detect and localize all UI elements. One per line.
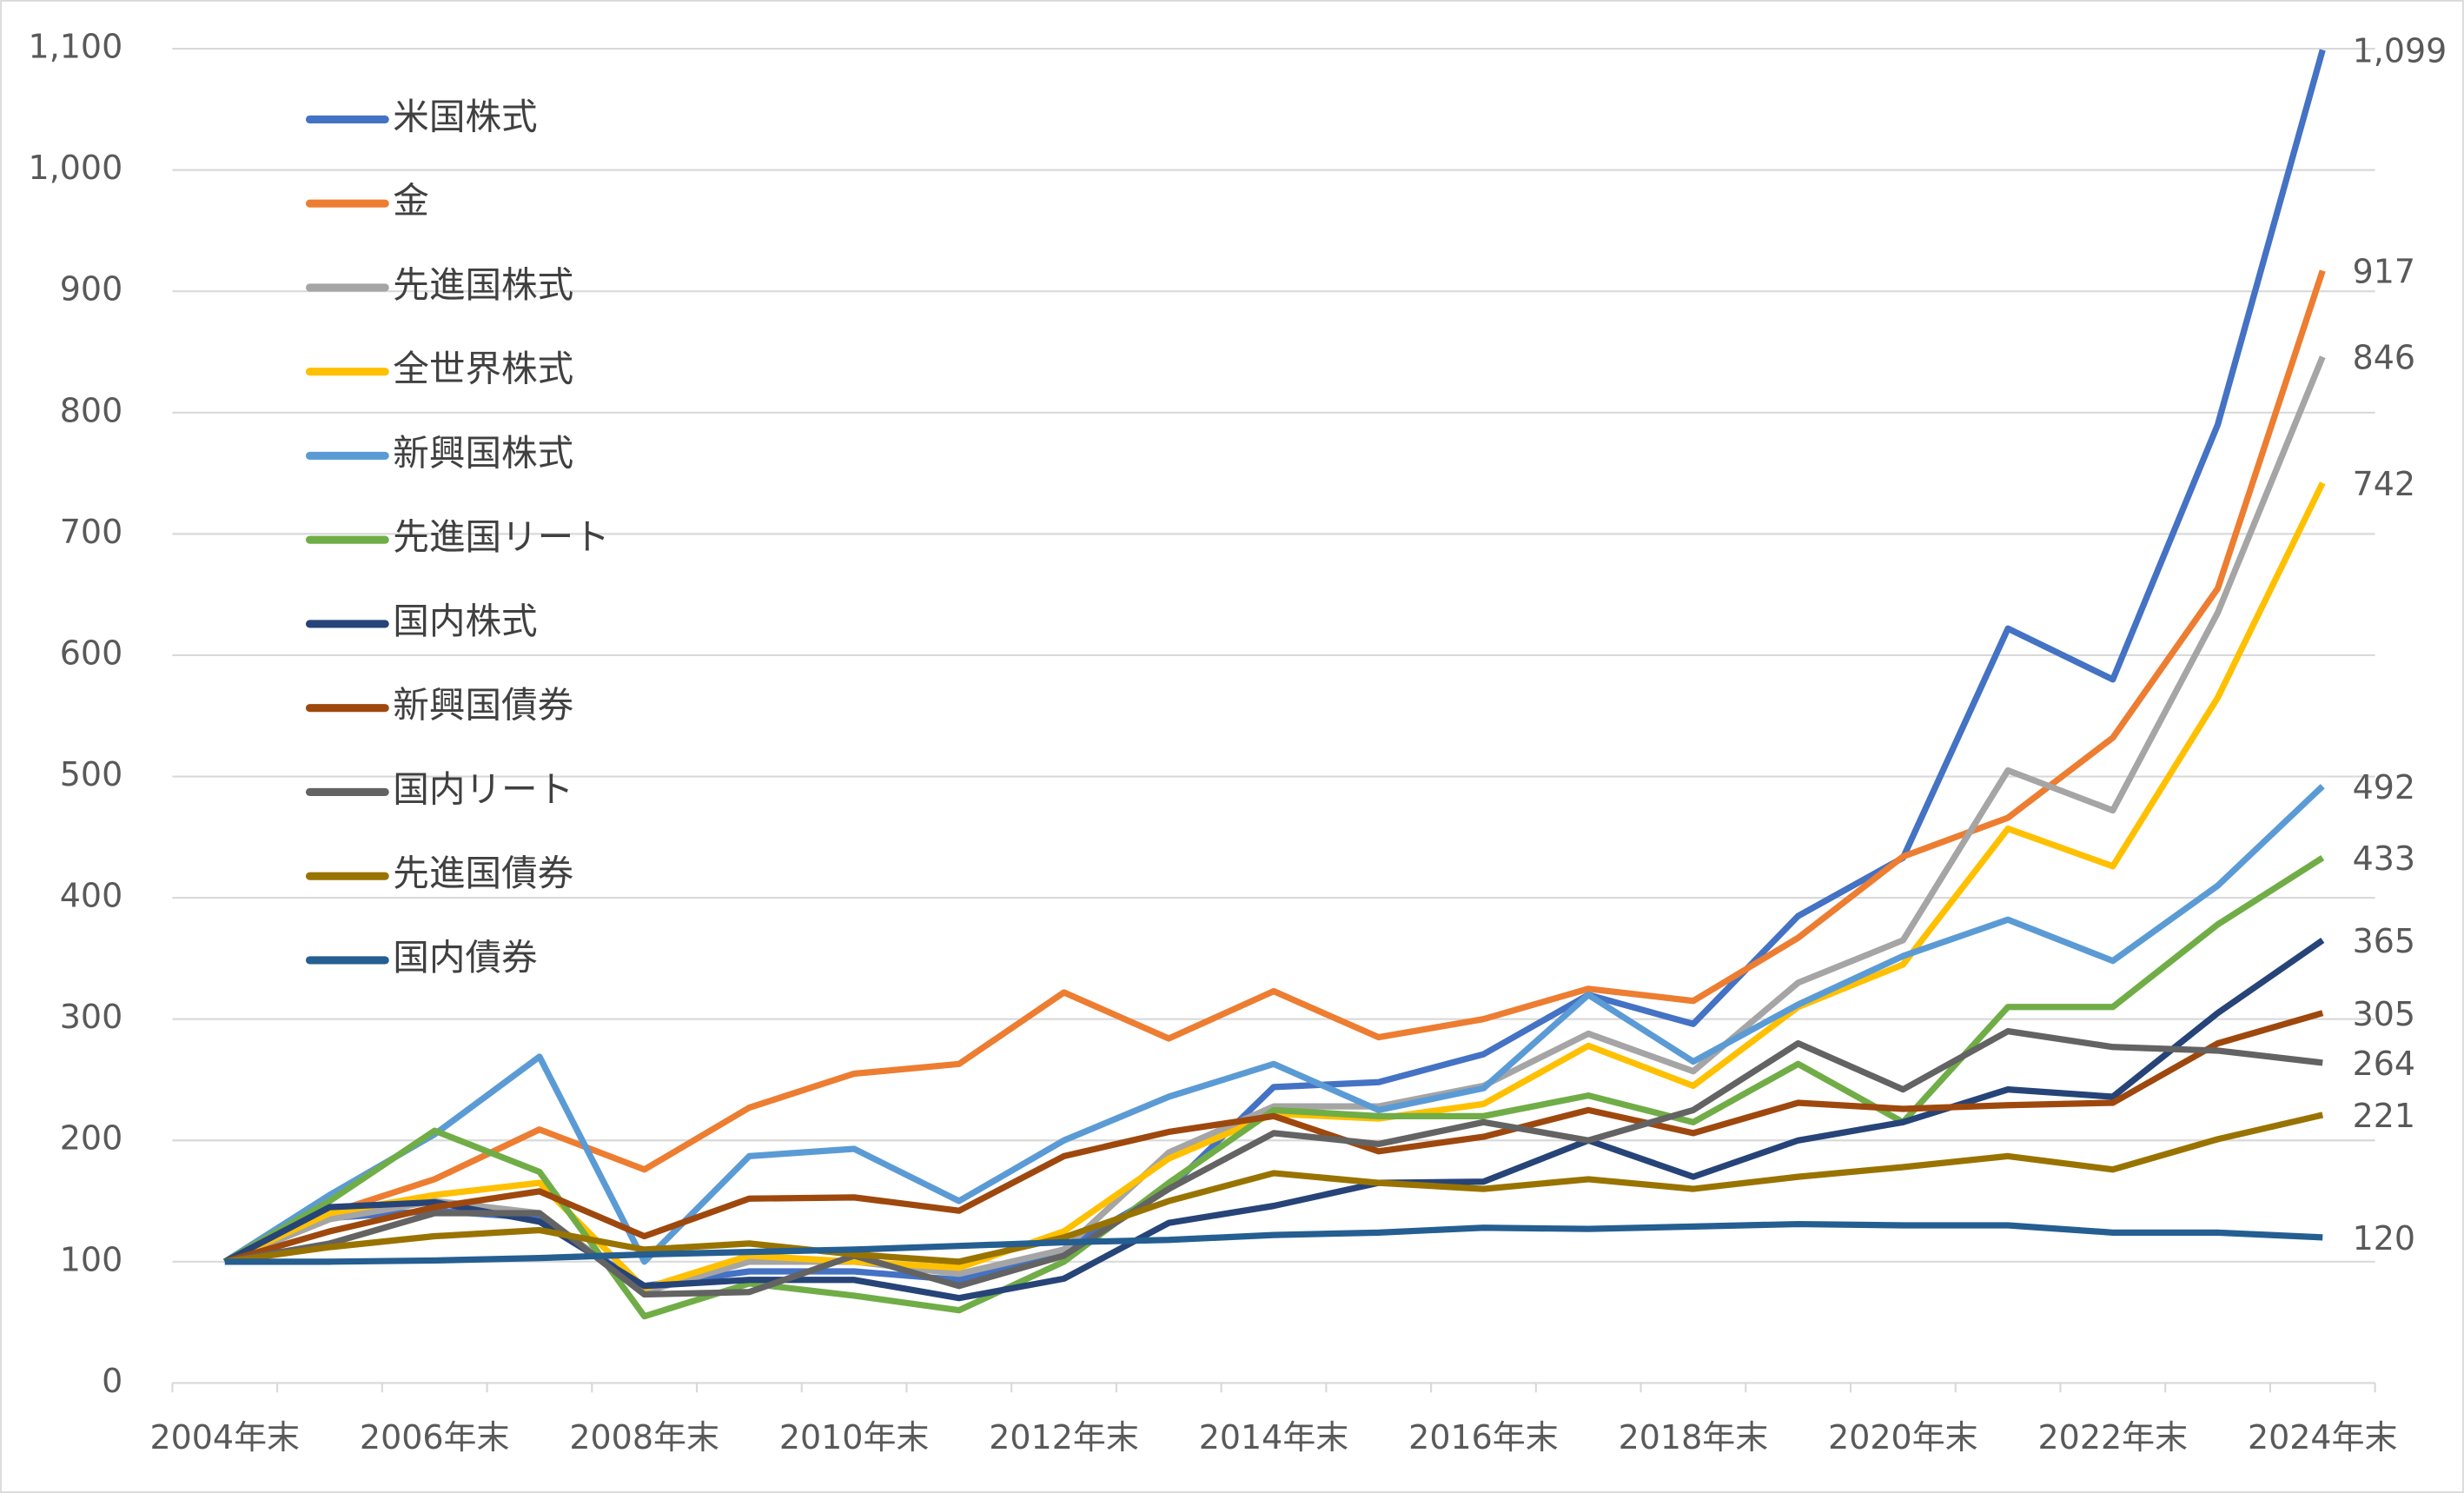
end-label: 264 — [2353, 1045, 2415, 1083]
x-tick-label: 2014年末 — [1199, 1418, 1349, 1457]
legend-label: 国内リート — [393, 767, 573, 810]
legend: 米国株式金先進国株式全世界株式新興国株式先進国リート国内株式新興国債券国内リート… — [305, 95, 610, 979]
y-tick-label: 500 — [60, 755, 123, 793]
legend-label: 新興国株式 — [393, 431, 573, 474]
series-line — [224, 1220, 2323, 1265]
x-tick-label: 2006年末 — [360, 1418, 510, 1457]
x-tick-label: 2004年末 — [149, 1418, 300, 1457]
legend-label: 米国株式 — [393, 95, 537, 137]
series-line — [222, 784, 2325, 1265]
x-tick-label: 2012年末 — [989, 1418, 1139, 1457]
end-label: 917 — [2353, 253, 2415, 291]
y-tick-label: 1,000 — [29, 149, 123, 187]
y-tick-label: 1,100 — [29, 28, 123, 66]
legend-label: 国内債券 — [393, 936, 537, 979]
end-label: 492 — [2353, 768, 2415, 806]
series-line — [224, 1028, 2323, 1298]
end-label: 120 — [2353, 1219, 2415, 1257]
end-label: 365 — [2353, 922, 2415, 960]
x-tick-label: 2016年末 — [1408, 1418, 1559, 1457]
legend-label: 先進国リート — [393, 515, 609, 558]
end-label: 221 — [2353, 1097, 2415, 1135]
y-tick-label: 100 — [60, 1240, 123, 1278]
end-label: 742 — [2353, 465, 2415, 503]
end-label: 305 — [2353, 995, 2415, 1033]
series-line — [223, 1010, 2324, 1265]
y-tick-label: 700 — [60, 513, 123, 551]
x-tick-label: 2024年末 — [2248, 1418, 2398, 1457]
y-tick-label: 900 — [60, 270, 123, 309]
legend-label: 先進国株式 — [393, 263, 573, 306]
x-tick-label: 2018年末 — [1619, 1418, 1769, 1457]
legend-label: 全世界株式 — [393, 348, 573, 390]
y-tick-label: 800 — [60, 391, 123, 429]
y-tick-label: 400 — [60, 877, 123, 915]
series-line — [224, 1111, 2324, 1265]
y-tick-label: 0 — [102, 1362, 123, 1400]
end-label: 1,099 — [2353, 32, 2447, 70]
legend-label: 新興国債券 — [393, 684, 573, 727]
y-tick-label: 300 — [60, 998, 123, 1036]
end-label: 846 — [2353, 339, 2415, 377]
y-tick-label: 200 — [60, 1119, 123, 1158]
legend-label: 国内株式 — [393, 600, 537, 642]
x-tick-label: 2008年末 — [569, 1418, 719, 1457]
x-tick-label: 2022年末 — [2038, 1418, 2189, 1457]
legend-label: 先進国債券 — [393, 852, 573, 894]
y-tick-label: 600 — [60, 634, 123, 672]
series-line — [222, 854, 2325, 1320]
x-tick-label: 2020年末 — [1828, 1418, 1978, 1457]
x-tick-label: 2010年末 — [779, 1418, 930, 1457]
legend-label: 金 — [393, 179, 429, 222]
end-label: 433 — [2353, 839, 2415, 878]
